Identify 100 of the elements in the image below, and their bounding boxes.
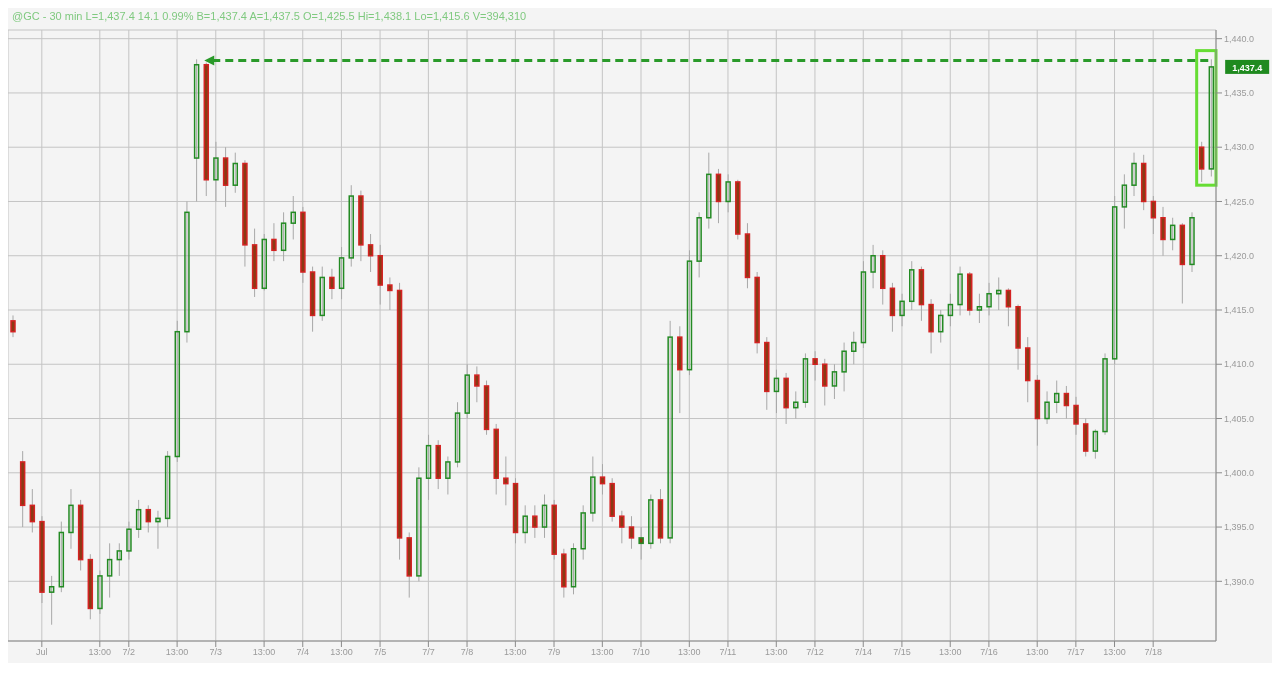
- candlestick: [1189, 211, 1195, 273]
- candlestick: [126, 521, 132, 561]
- x-tick-label: 13:00: [1025, 647, 1049, 658]
- candlestick: [831, 363, 838, 400]
- candlestick: [184, 200, 190, 344]
- candlestick: [48, 575, 55, 626]
- y-tick-label: 1,440.0: [1224, 33, 1255, 44]
- candlestick: [445, 456, 451, 495]
- candlestick: [860, 260, 867, 349]
- candlestick: [454, 401, 461, 468]
- candlestick: [68, 488, 74, 550]
- y-tick-label: 1,410.0: [1224, 359, 1255, 370]
- candlestick: [937, 309, 944, 344]
- candlestick: [174, 320, 181, 463]
- candlestick: [706, 152, 712, 230]
- candlestick: [135, 499, 142, 539]
- x-tick-label: 13:00: [88, 647, 112, 658]
- candlestick: [1053, 380, 1060, 414]
- y-tick-label: 1,420.0: [1224, 250, 1255, 261]
- candlestick: [628, 515, 635, 550]
- candlestick: [725, 173, 731, 213]
- candlestick: [280, 211, 287, 262]
- x-tick-label: 13:00: [938, 647, 962, 658]
- x-tick-label: 7/4: [296, 647, 310, 658]
- candlestick: [532, 504, 538, 539]
- y-tick-label: 1,435.0: [1224, 88, 1255, 99]
- candlestick: [367, 233, 374, 273]
- candlestick: [986, 282, 992, 316]
- y-tick-label: 1,425.0: [1224, 196, 1255, 207]
- candlestick: [474, 365, 480, 403]
- candlestick: [822, 358, 828, 406]
- candlestick: [290, 195, 297, 240]
- candlestick: [1198, 141, 1205, 183]
- x-tick-label: 13:00: [165, 647, 189, 658]
- x-tick-label: 13:00: [1103, 647, 1126, 658]
- candlestick: [1044, 390, 1050, 425]
- candlestick: [116, 542, 123, 577]
- x-tick-label: 7/15: [893, 647, 911, 658]
- candlestick: [1102, 352, 1108, 436]
- candlestick: [348, 184, 354, 268]
- x-tick-label: 13:00: [504, 647, 527, 658]
- x-tick-label: 7/9: [547, 647, 561, 658]
- candlestick: [338, 246, 345, 300]
- x-tick-label: Jul: [36, 647, 48, 658]
- x-tick-label: 7/14: [854, 647, 873, 658]
- candlestick: [599, 463, 606, 495]
- candlestick: [570, 542, 577, 595]
- candlestick: [1169, 217, 1176, 251]
- candlestick: [145, 504, 152, 533]
- y-tick-label: 1,390.0: [1224, 576, 1255, 587]
- candlestick: [812, 350, 818, 382]
- x-tick-label: 13:00: [765, 647, 788, 658]
- candlestick: [164, 450, 171, 528]
- y-tick-label: 1,415.0: [1224, 305, 1255, 316]
- y-tick-label: 1,395.0: [1224, 522, 1255, 533]
- candlestick: [686, 249, 693, 376]
- candlestick: [329, 268, 335, 300]
- candlestick: [464, 363, 470, 420]
- x-tick-label: 7/2: [122, 647, 136, 658]
- candlestick: [1073, 396, 1079, 436]
- x-tick-label: 13:00: [591, 647, 614, 658]
- candlestick: [193, 58, 200, 202]
- candlestick: [590, 456, 596, 523]
- x-tick-label: 13:00: [330, 647, 353, 658]
- candlestick: [106, 542, 113, 599]
- candlestick: [1111, 195, 1118, 365]
- x-tick-label: 7/8: [460, 647, 474, 658]
- x-tick-label: 13:00: [252, 647, 276, 658]
- candlestick: [232, 152, 239, 194]
- y-tick-label: 1,405.0: [1224, 413, 1255, 424]
- candlestick: [425, 434, 432, 501]
- candlestick: [522, 504, 528, 544]
- candlestick: [319, 266, 325, 322]
- candlestick: [213, 141, 219, 202]
- candlestick: [947, 293, 954, 327]
- chart-title: @GC - 30 min L=1,437.4 14.1 0.99% B=1,437.4 A=1,437.5 O=1,425.5 Hi=1,438.1 Lo=1,415.6 V=394,310: [8, 8, 1272, 26]
- candlestick: [580, 504, 586, 561]
- candlestick: [638, 526, 644, 561]
- candlestick: [1131, 152, 1137, 197]
- candlestick: [773, 369, 780, 414]
- candlestick: [387, 276, 393, 311]
- candlestick: [957, 266, 963, 316]
- candlestick: [1208, 58, 1215, 178]
- candlestick: [503, 456, 509, 506]
- text: 1,437.4: [1232, 62, 1263, 73]
- candlestick: [261, 233, 268, 291]
- candlestick: [10, 314, 16, 338]
- candlestick: [696, 211, 702, 278]
- candlestick: [619, 510, 625, 544]
- candlestick: [58, 521, 65, 593]
- x-tick-label: 7/18: [1144, 647, 1162, 658]
- x-tick-label: 7/5: [373, 647, 387, 658]
- candlestick: [802, 352, 809, 409]
- candlestick: [416, 466, 422, 582]
- x-tick-label: 7/3: [209, 647, 223, 658]
- candlestick: [1121, 173, 1128, 230]
- candlestick: [648, 493, 654, 550]
- candlestick: [793, 390, 799, 420]
- candlestick: [271, 222, 277, 262]
- x-tick-label: 7/16: [980, 647, 998, 658]
